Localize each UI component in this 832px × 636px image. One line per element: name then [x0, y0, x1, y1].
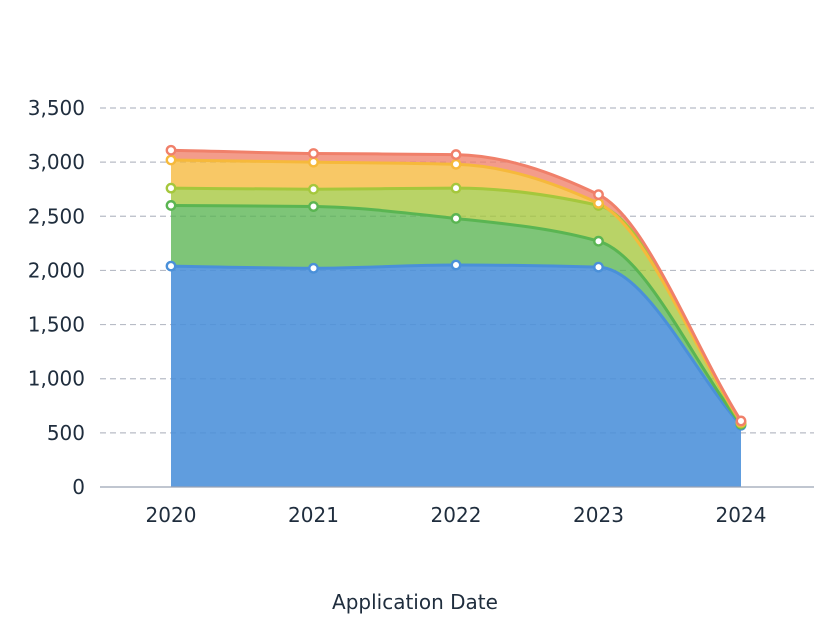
- area-series-group: [171, 150, 741, 487]
- data-point-series-1: [452, 261, 460, 269]
- y-tick-label: 2,000: [28, 258, 85, 282]
- data-point-series-4: [309, 158, 317, 166]
- x-tick-label: 2020: [146, 503, 197, 527]
- x-tick-label: 2021: [288, 503, 339, 527]
- y-tick-label: 2,500: [28, 204, 85, 228]
- data-point-series-2: [594, 237, 602, 245]
- x-tick-label: 2024: [716, 503, 767, 527]
- y-tick-label: 1,500: [28, 313, 85, 337]
- y-tick-label: 0: [72, 475, 85, 499]
- y-axis-ticks: 0 500 1,000 1,500 2,000 2,500 3,000 3,500: [28, 96, 85, 499]
- data-point-series-2: [309, 202, 317, 210]
- data-point-series-4: [452, 160, 460, 168]
- y-tick-label: 1,000: [28, 367, 85, 391]
- x-axis-ticks: 2020 2021 2022 2023 2024: [146, 503, 767, 527]
- data-point-series-2: [452, 214, 460, 222]
- data-point-series-5: [594, 190, 602, 198]
- data-point-series-5: [167, 146, 175, 154]
- data-point-series-4: [594, 199, 602, 207]
- x-axis-title: Application Date: [332, 590, 498, 614]
- data-point-series-5: [452, 150, 460, 158]
- data-point-series-3: [167, 184, 175, 192]
- data-point-series-1: [309, 264, 317, 272]
- y-tick-label: 3,500: [28, 96, 85, 120]
- x-tick-label: 2023: [573, 503, 624, 527]
- data-point-series-5: [737, 417, 745, 425]
- data-point-series-1: [167, 262, 175, 270]
- data-point-series-4: [167, 156, 175, 164]
- x-tick-label: 2022: [431, 503, 482, 527]
- y-tick-label: 3,000: [28, 150, 85, 174]
- data-point-series-3: [452, 184, 460, 192]
- data-point-series-3: [309, 185, 317, 193]
- y-tick-label: 500: [47, 421, 85, 445]
- data-point-series-2: [167, 201, 175, 209]
- data-point-series-1: [594, 263, 602, 271]
- data-point-series-5: [309, 149, 317, 157]
